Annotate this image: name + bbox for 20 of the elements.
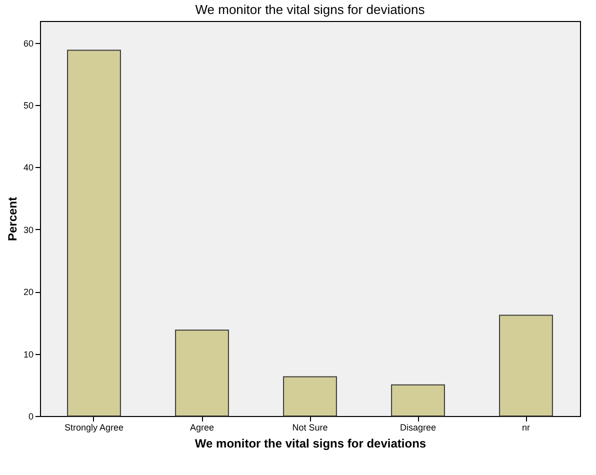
bar — [391, 384, 445, 416]
bar — [283, 376, 337, 416]
bar — [67, 50, 121, 416]
y-tick-label: 0 — [28, 412, 34, 422]
x-tick-label: nr — [522, 422, 530, 432]
bar — [499, 314, 553, 416]
y-axis-title: Percent — [5, 196, 20, 242]
y-tick-label: 30 — [23, 224, 34, 235]
chart-title: We monitor the vital signs for deviations — [195, 2, 426, 17]
y-tick-label: 50 — [23, 100, 34, 110]
x-tick-label: Agree — [190, 422, 214, 432]
y-tick-label: 60 — [23, 38, 34, 48]
x-tick-label: Strongly Agree — [64, 422, 124, 432]
x-tick-label: Disagree — [400, 422, 436, 432]
y-tick-label: 40 — [23, 162, 34, 173]
x-axis-title: We monitor the vital signs for deviations — [194, 436, 426, 450]
x-tick-label: Not Sure — [292, 422, 328, 432]
y-tick-label: 20 — [23, 287, 34, 298]
y-tick-label: 10 — [23, 349, 34, 360]
bar — [175, 330, 229, 416]
